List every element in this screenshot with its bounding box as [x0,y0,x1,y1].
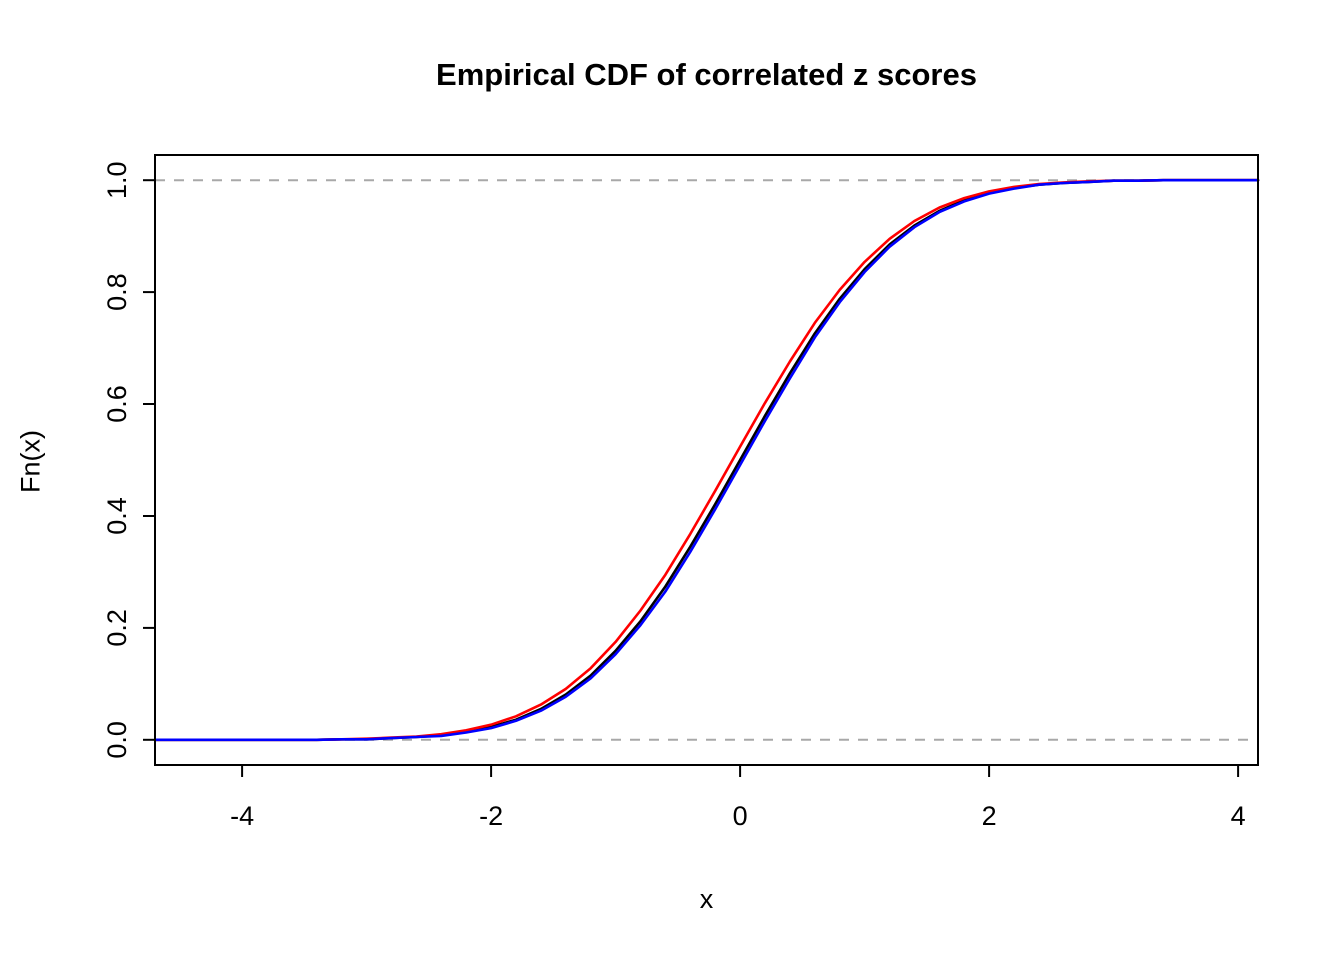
x-tick-label: -4 [230,801,254,831]
y-tick-label: 0.4 [102,497,132,535]
x-tick-label: -2 [479,801,503,831]
y-tick-label: 0.6 [102,385,132,423]
y-tick-label: 1.0 [102,161,132,199]
y-tick-label: 0.8 [102,273,132,311]
y-tick-label: 0.2 [102,609,132,647]
series-ecdf-red [153,178,1260,742]
y-tick-label: 0.0 [102,721,132,759]
x-tick-label: 0 [733,801,748,831]
series-ecdf-blue [153,178,1260,742]
plot-box [154,154,1259,766]
x-axis-label: x [699,884,714,914]
series-ecdf-black [153,178,1260,742]
x-tick-label: 4 [1231,801,1246,831]
chart-title: Empirical CDF of correlated z scores [436,57,977,92]
x-tick-label: 2 [982,801,997,831]
